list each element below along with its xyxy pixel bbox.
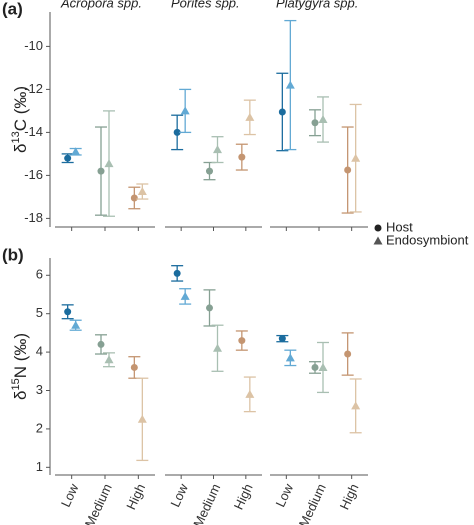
endosymbiont-point [245, 389, 255, 398]
x-tick-label: High [231, 481, 256, 512]
y-axis-label: δ15N (‰) [10, 333, 31, 400]
host-point [173, 128, 181, 136]
y-tick-label: 4 [36, 344, 43, 359]
x-tick-label: High [123, 481, 148, 512]
y-tick-label: -18 [24, 210, 43, 225]
y-axis-label-part: δ [11, 144, 30, 153]
host-point [278, 335, 286, 343]
x-tick-label: Medium [190, 481, 223, 525]
x-tick-label: Low [58, 481, 82, 510]
host-point [64, 154, 72, 162]
y-axis-label-sup: 13 [10, 131, 22, 143]
endosymbiont-point [351, 153, 361, 162]
host-point [97, 167, 105, 175]
facet-title: Platygyra spp. [276, 0, 358, 10]
legend-marker [373, 236, 383, 245]
endosymbiont-point [318, 362, 328, 371]
y-axis-label-part: C (‰) [11, 86, 30, 131]
x-tick-label: High [337, 481, 362, 512]
legend-label: Endosymbiont [386, 232, 469, 247]
host-point [173, 269, 181, 277]
endosymbiont-point [104, 159, 114, 168]
y-tick-label: 1 [36, 459, 43, 474]
host-point [206, 167, 213, 175]
legend-label: Host [386, 219, 413, 234]
endosymbiont-point [104, 355, 114, 364]
facet-title: Acropora spp. [60, 0, 142, 10]
host-point [344, 166, 352, 174]
host-point [344, 350, 352, 358]
legend-marker [374, 224, 382, 232]
y-axis-label-part: δ [11, 391, 30, 400]
endosymbiont-point [285, 80, 295, 89]
endosymbiont-point [71, 147, 81, 156]
y-tick-label: -14 [24, 124, 43, 139]
y-tick-label: -12 [24, 81, 43, 96]
y-tick-label: 5 [36, 305, 43, 320]
endosymbiont-point [351, 401, 361, 410]
y-tick-label: -16 [24, 167, 43, 182]
host-point [311, 363, 319, 371]
panel-label: (a) [2, 0, 23, 18]
panel-label: (b) [2, 245, 24, 264]
y-tick-label: -10 [24, 38, 43, 53]
endosymbiont-point [245, 112, 255, 121]
x-tick-label: Medium [296, 481, 329, 525]
host-point [64, 308, 72, 316]
y-tick-label: 6 [36, 267, 43, 282]
facet-title: Porites spp. [171, 0, 240, 10]
y-tick-label: 3 [36, 382, 43, 397]
y-tick-label: 2 [36, 420, 43, 435]
host-point [311, 119, 319, 127]
endosymbiont-point [213, 343, 222, 352]
endosymbiont-point [137, 187, 147, 196]
endosymbiont-point [318, 115, 328, 123]
y-axis-label-part: N (‰) [11, 333, 30, 378]
endosymbiont-point [71, 320, 81, 329]
endosymbiont-point [180, 291, 190, 300]
y-axis-label: δ13C (‰) [10, 86, 31, 153]
endosymbiont-point [137, 414, 147, 423]
endosymbiont-point [285, 353, 295, 362]
host-point [238, 153, 246, 161]
x-tick-label: Low [272, 481, 296, 510]
host-point [130, 194, 138, 202]
host-point [97, 340, 105, 348]
endosymbiont-point [213, 145, 222, 154]
host-point [238, 337, 246, 345]
host-point [206, 304, 213, 312]
x-tick-label: Medium [82, 481, 115, 525]
y-axis-label-sup: 15 [10, 378, 22, 390]
host-point [130, 363, 138, 371]
endosymbiont-point [180, 106, 190, 115]
x-tick-label: Low [167, 481, 191, 510]
host-point [278, 108, 286, 116]
